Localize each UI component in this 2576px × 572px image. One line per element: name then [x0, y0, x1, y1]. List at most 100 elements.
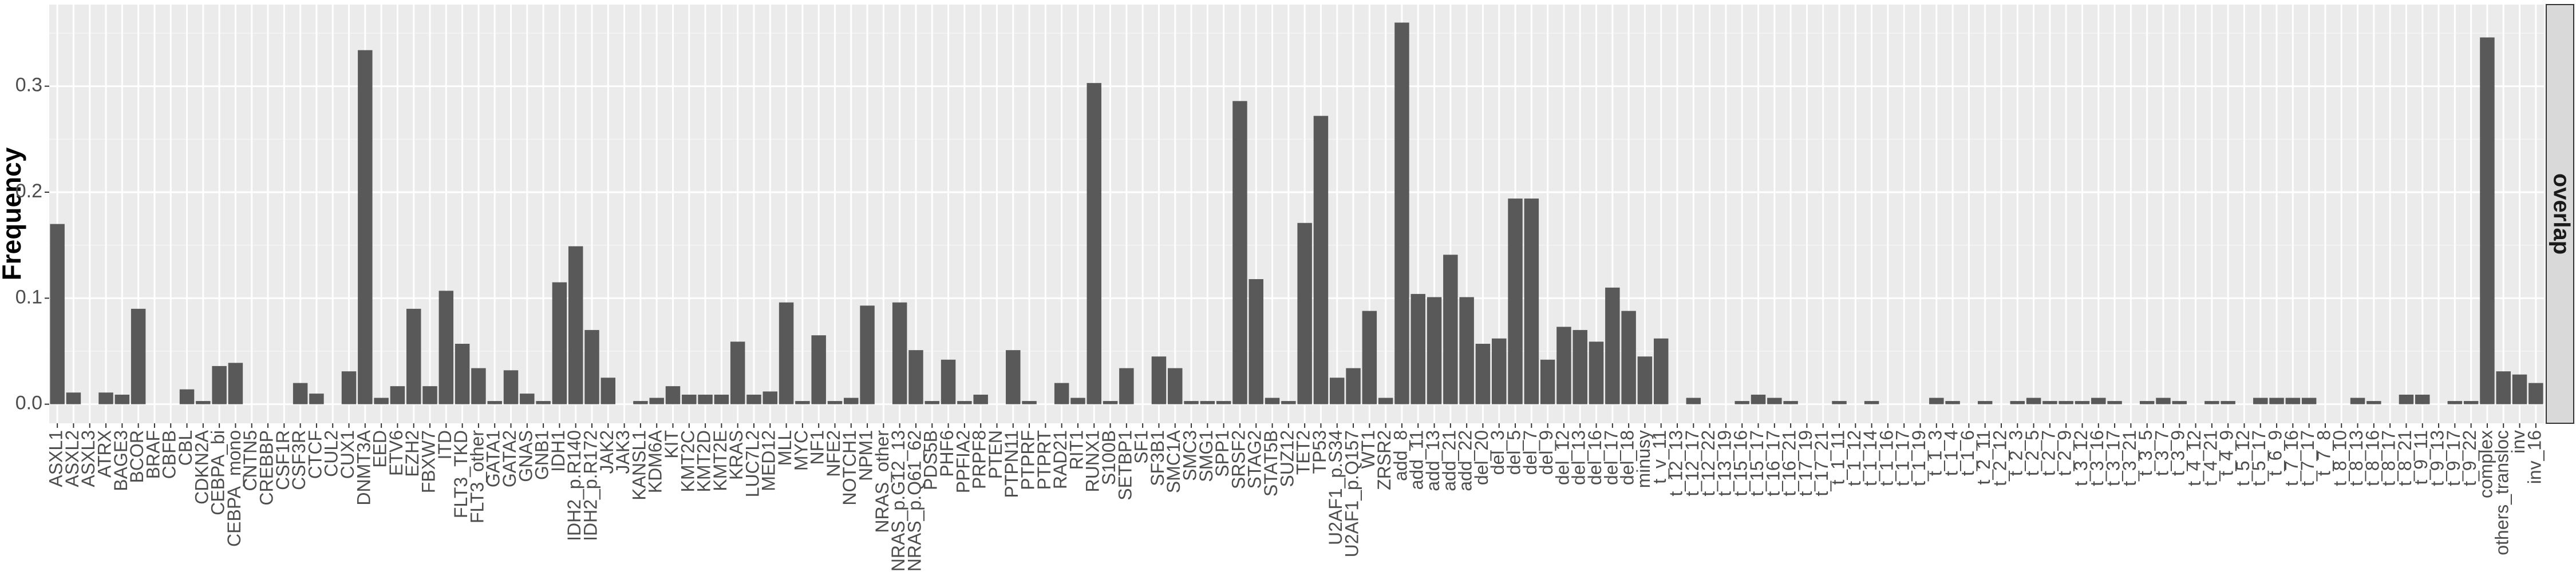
bar: [2399, 394, 2414, 404]
bar: [1540, 359, 1555, 404]
bar: [293, 383, 308, 404]
bar: [795, 401, 810, 404]
bar: [1443, 255, 1458, 404]
x-tick-label: t_17_21: [1811, 430, 1832, 496]
bar: [1459, 297, 1474, 404]
bar: [1119, 368, 1134, 404]
bar: [584, 329, 599, 404]
bar: [1524, 198, 1539, 404]
y-tick-label: 0.2: [15, 180, 42, 202]
x-tick-label: U2AF1_p.Q157: [1341, 430, 1362, 557]
x-tick-label: t_2_5: [2022, 430, 2042, 476]
bar: [2415, 394, 2430, 404]
x-tick-label: RIT1: [1066, 430, 1086, 470]
x-tick-label: t_17_19: [1795, 430, 1816, 496]
x-tick-label: ATRX: [94, 430, 114, 478]
bar: [1330, 378, 1345, 404]
bar: [1378, 398, 1393, 404]
bar: [2221, 401, 2235, 404]
x-tick-label: t_2_7: [2038, 430, 2059, 476]
x-tick-label: others_transloc: [2492, 430, 2512, 555]
x-tick-label: t_2_12: [1989, 430, 2010, 486]
x-tick-label: NPM1: [856, 430, 876, 481]
x-tick-label: NF1: [807, 430, 828, 464]
bar: [1200, 401, 1215, 404]
bar: [908, 350, 923, 404]
x-tick-label: TP53: [1309, 430, 1330, 474]
x-tick-label: del_9: [1536, 430, 1556, 475]
bar: [503, 370, 519, 404]
x-tick-label: del_12: [1552, 430, 1573, 485]
bar: [390, 386, 405, 404]
x-tick-label: t_9_17: [2443, 430, 2464, 486]
x-tick-label: t_1_3: [1925, 430, 1945, 476]
bar: [1977, 401, 1993, 404]
x-tick-label: t_2_11: [1973, 430, 1994, 485]
bar: [957, 401, 972, 404]
x-tick-label: t_9_11: [2411, 430, 2431, 485]
bar: [2269, 398, 2284, 404]
bar: [1783, 401, 1798, 404]
x-tick-label: t_12_13: [1665, 430, 1686, 496]
x-tick-label: CDKN2A: [191, 430, 212, 504]
bar: [114, 394, 130, 404]
bar: [2496, 371, 2511, 404]
x-tick-label: t_1_6: [1957, 430, 1978, 476]
x-tick-label: DNMT3A: [353, 430, 374, 505]
x-tick-label: add_13: [1423, 430, 1443, 491]
x-tick-label: t_1_14: [1860, 430, 1880, 486]
x-tick-label: SMC1A: [1163, 430, 1184, 493]
bar: [1621, 311, 1636, 404]
x-tick-label: KMT2C: [677, 430, 698, 492]
bar: [1394, 22, 1409, 404]
x-tick-label: PTEN: [985, 430, 1006, 479]
x-tick-label: t_1_17: [1893, 430, 1913, 486]
x-tick-label: IDH2_p.R172: [580, 430, 600, 541]
bar: [600, 378, 616, 404]
bar: [1686, 398, 1701, 404]
x-tick-label: IDH2_p.R140: [564, 430, 584, 541]
x-tick-label: t_1_19: [1909, 430, 1929, 486]
x-tick-label: RAD21: [1050, 430, 1070, 489]
bar: [1346, 368, 1361, 404]
bar: [2026, 398, 2041, 404]
bar: [746, 394, 761, 404]
x-tick-label: t_15_17: [1747, 430, 1767, 496]
x-tick-label: SMC3: [1180, 430, 1200, 481]
x-tick-label: t_5_17: [2249, 430, 2269, 486]
x-tick-label: JAK2: [596, 430, 617, 474]
bar: [2204, 401, 2219, 404]
bar: [2010, 401, 2025, 404]
x-tick-label: IDH1: [548, 430, 568, 472]
bar: [649, 398, 664, 404]
bar: [2463, 401, 2479, 404]
x-tick-label: GATA2: [499, 430, 520, 487]
x-tick-label: del_5: [1503, 430, 1524, 475]
bar: [1589, 341, 1604, 404]
x-tick-label: PTPRT: [1034, 430, 1054, 490]
x-tick-label: PRPF8: [969, 430, 990, 489]
x-tick-label: PTPN11: [1001, 430, 1022, 498]
x-tick-label: SF1: [1131, 430, 1152, 464]
bar: [1168, 368, 1183, 404]
bar: [455, 344, 470, 404]
x-tick-label: t_1_12: [1844, 430, 1864, 486]
x-tick-label: t_15_16: [1730, 430, 1751, 496]
bar: [1232, 101, 1247, 404]
bar: [1249, 279, 1263, 404]
bar: [1427, 297, 1442, 404]
x-tick-label: ASXL3: [78, 430, 98, 487]
bar: [2301, 398, 2317, 404]
bar: [924, 401, 940, 404]
x-tick-label: t_3_5: [2135, 430, 2156, 476]
bar: [2480, 37, 2495, 404]
x-tick-label: del_7: [1520, 430, 1540, 475]
bar: [341, 371, 357, 404]
bar: [1653, 338, 1669, 404]
x-tick-label: NRAS_other: [872, 430, 892, 533]
x-tick-label: KMT2D: [694, 430, 714, 492]
bar: [844, 398, 859, 404]
x-tick-label: PPFIA2: [953, 430, 973, 493]
bar: [1945, 401, 1960, 404]
x-tick-label: JAK3: [613, 430, 633, 474]
